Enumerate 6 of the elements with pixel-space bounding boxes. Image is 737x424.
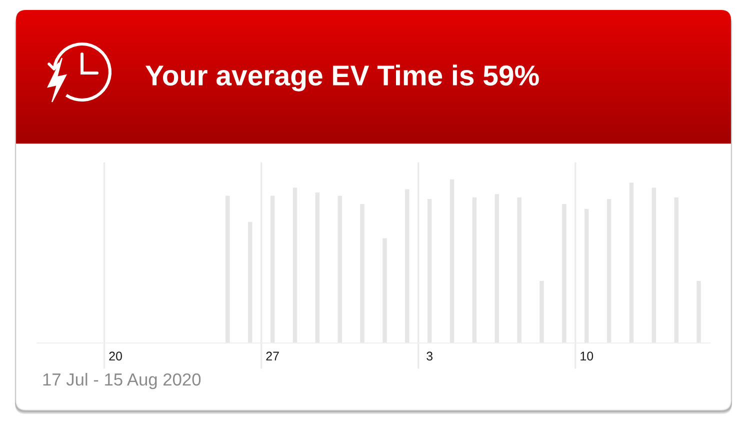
x-tick-label: 27 (266, 352, 279, 360)
x-tick-label: 3 (426, 352, 433, 361)
x-tick-label: 20 (109, 352, 122, 361)
chart-title: Your average EV Time is 59% (145, 64, 539, 92)
x-tick-label: 10 (580, 352, 594, 361)
text: 17 Jul - 15 Aug 2020 (43, 372, 201, 390)
